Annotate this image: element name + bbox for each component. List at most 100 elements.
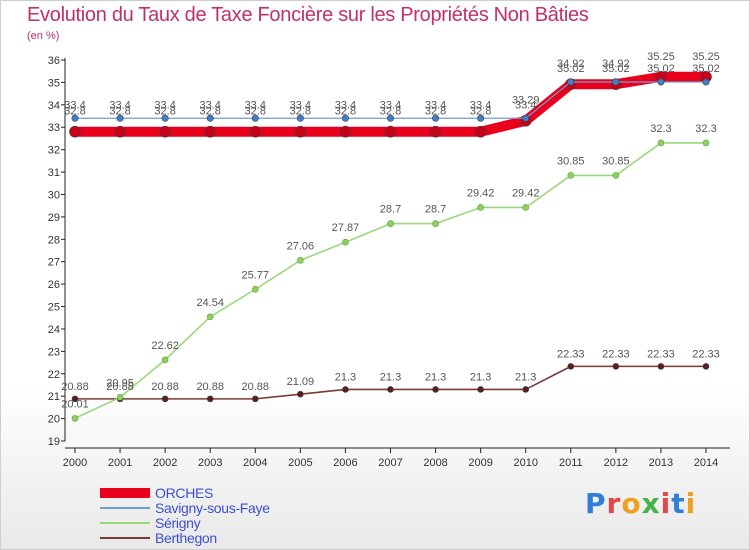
data-point-orches <box>294 125 307 138</box>
data-label-berthegon: 22.33 <box>647 348 675 360</box>
data-point-berthegon <box>161 395 169 403</box>
chart-data-labels: 32.8 32.8 32.8 32.8 32.8 32.8 32.8 32.8 32.8 32.8… <box>61 51 720 411</box>
data-label-berthegon: 21.3 <box>425 371 446 383</box>
data-point-orches <box>204 125 217 138</box>
x-tick-label: 2008 <box>423 457 447 469</box>
data-point-serigny <box>206 313 214 321</box>
legend-label-savigny-sous-faye: Savigny-sous-Faye <box>155 500 270 516</box>
proxiti-logo: Proxiti <box>585 487 696 520</box>
data-point-savigny-sous-faye <box>71 114 79 122</box>
data-point-serigny <box>71 415 79 422</box>
x-tick-label: 2006 <box>333 457 357 469</box>
logo-letter: i <box>685 487 697 520</box>
data-point-savigny-sous-faye <box>296 114 304 122</box>
data-point-savigny-sous-faye <box>522 114 530 122</box>
data-point-berthegon <box>432 386 439 393</box>
data-label-serigny: 30.85 <box>557 155 585 167</box>
data-label-serigny: 28.7 <box>425 204 446 216</box>
data-label-savigny-sous-faye: 33.4 <box>380 99 401 111</box>
data-point-orches <box>339 125 352 138</box>
data-label-savigny-sous-faye: 33.4 <box>290 99 311 111</box>
data-point-berthegon <box>71 395 79 403</box>
data-label-savigny-sous-faye: 35.02 <box>692 63 720 75</box>
data-label-orches: 32.8 <box>380 106 401 118</box>
y-tick-label: 36 <box>48 55 60 67</box>
data-label-orches: 32.8 <box>245 106 266 118</box>
y-tick-label: 33 <box>48 122 60 134</box>
data-label-serigny: 29.42 <box>512 187 540 199</box>
data-point-berthegon <box>477 386 484 393</box>
data-label-savigny-sous-faye: 33.4 <box>200 99 221 111</box>
data-label-berthegon: 22.33 <box>557 348 585 360</box>
y-tick-label: 23 <box>48 346 60 358</box>
data-point-berthegon <box>251 395 259 403</box>
logo-letter: o <box>621 487 642 520</box>
data-label-serigny: 20.95 <box>106 377 134 389</box>
data-point-savigny-sous-faye <box>702 78 710 86</box>
data-label-serigny: 30.85 <box>602 155 630 167</box>
data-point-orches <box>114 125 126 138</box>
data-point-savigny-sous-faye <box>612 78 620 86</box>
data-label-berthegon: 21.09 <box>287 376 315 388</box>
data-label-berthegon: 21.3 <box>470 371 491 383</box>
data-label-serigny: 20.01 <box>61 398 89 410</box>
data-label-savigny-sous-faye: 33.4 <box>335 99 356 111</box>
logo-letter: P <box>585 487 607 520</box>
data-label-berthegon: 21.3 <box>380 371 401 383</box>
data-label-orches: 32.8 <box>154 106 175 118</box>
data-point-berthegon <box>342 386 349 393</box>
data-point-serigny <box>702 139 710 147</box>
x-tick-label: 2004 <box>243 457 267 469</box>
data-point-serigny <box>297 257 304 264</box>
data-label-savigny-sous-faye: 33.4 <box>154 99 175 111</box>
data-label-orches: 32.8 <box>470 106 491 118</box>
chart-series <box>69 71 712 422</box>
data-point-serigny <box>477 204 484 211</box>
data-label-berthegon: 20.88 <box>61 381 89 393</box>
data-point-savigny-sous-faye <box>567 78 575 86</box>
y-tick-label: 26 <box>48 279 60 291</box>
data-label-savigny-sous-faye: 35.02 <box>602 63 630 75</box>
data-point-serigny <box>567 172 575 179</box>
data-label-berthegon: 20.88 <box>242 381 270 393</box>
data-point-berthegon <box>387 386 394 393</box>
y-tick-label: 29 <box>48 212 60 224</box>
data-point-berthegon <box>522 386 530 393</box>
legend-label-orches: ORCHES <box>155 485 214 501</box>
legend-swatch-orches <box>100 488 150 498</box>
data-point-berthegon <box>567 363 575 370</box>
data-label-serigny: 22.62 <box>151 340 179 352</box>
data-label-orches: 32.8 <box>425 106 446 118</box>
legend-label-serigny: Sérigny <box>155 515 201 531</box>
x-tick-label: 2003 <box>198 457 222 469</box>
y-tick-label: 22 <box>48 369 60 381</box>
data-point-savigny-sous-faye <box>251 114 259 122</box>
legend-label-berthegon: Berthegon <box>155 530 217 546</box>
y-tick-label: 34 <box>48 100 60 112</box>
data-label-savigny-sous-faye: 33.4 <box>64 99 85 111</box>
data-label-savigny-sous-faye: 33.4 <box>245 99 266 111</box>
legend-item-orches: ORCHES <box>100 485 360 501</box>
series-savigny-sous-faye <box>71 78 710 122</box>
data-label-savigny-sous-faye: 33.4 <box>109 99 130 111</box>
data-point-berthegon <box>702 363 710 370</box>
x-tick-label: 2010 <box>513 457 537 469</box>
data-point-serigny <box>432 220 439 227</box>
y-tick-label: 28 <box>48 234 60 246</box>
y-tick-label: 24 <box>48 324 60 336</box>
data-label-orches: 32.8 <box>200 106 221 118</box>
data-label-serigny: 27.87 <box>332 222 360 234</box>
legend-item-berthegon: Berthegon <box>100 530 360 546</box>
legend-swatch-berthegon <box>100 537 150 539</box>
x-tick-label: 2013 <box>649 457 673 469</box>
data-label-orches: 33.29 <box>512 95 540 107</box>
x-tick-label: 2001 <box>108 457 132 469</box>
logo-letter: r <box>606 487 622 520</box>
data-point-orches <box>429 125 442 138</box>
data-label-orches: 34.92 <box>557 58 585 70</box>
data-point-savigny-sous-faye <box>477 114 485 122</box>
y-tick-label: 35 <box>48 77 60 89</box>
data-label-serigny: 32.3 <box>650 123 671 135</box>
data-label-serigny: 29.42 <box>467 187 495 199</box>
